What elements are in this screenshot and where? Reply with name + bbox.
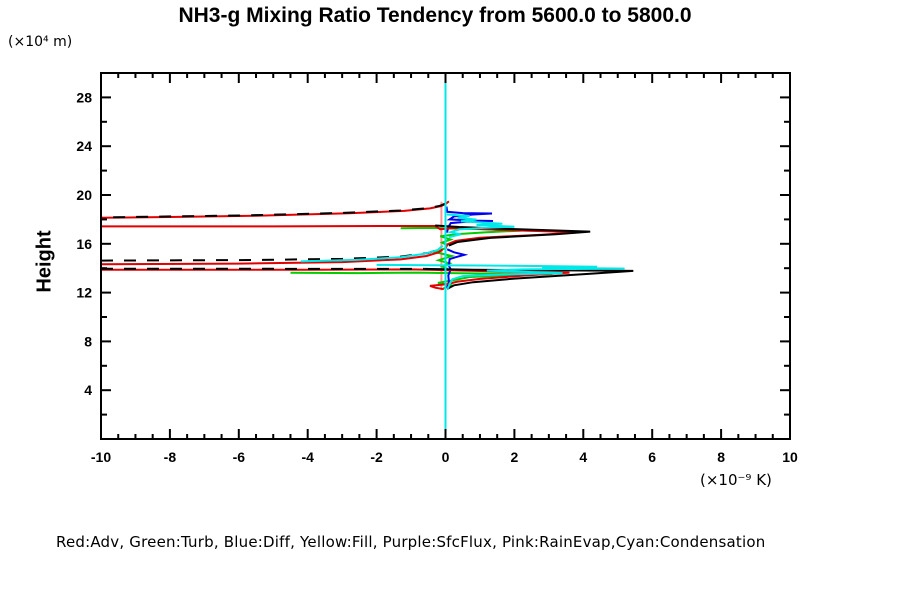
series-line-condensation — [446, 213, 515, 239]
x-tick-label: -10 — [91, 449, 111, 465]
x-tick-label: 6 — [648, 449, 656, 465]
series-line-total — [435, 224, 591, 247]
legend-text: Red:Adv, Green:Turb, Blue:Diff, Yellow:F… — [56, 533, 766, 551]
series-line-total — [100, 202, 447, 219]
y-tick-label: 12 — [76, 285, 92, 301]
page-title: NH3-g Mixing Ratio Tendency from 5600.0 … — [178, 4, 692, 27]
x-tick-label: -4 — [301, 449, 314, 465]
x-axis-unit-label: (×10⁻⁹ K) — [700, 471, 772, 489]
x-tick-label: 2 — [511, 449, 519, 465]
x-tick-label: -8 — [164, 449, 177, 465]
y-tick-label: 28 — [76, 89, 92, 105]
y-tick-label: 4 — [84, 382, 92, 398]
y-tick-label: 16 — [76, 236, 92, 252]
y-axis-unit-label: (×10⁴ m) — [8, 34, 73, 50]
x-tick-label: -2 — [370, 449, 383, 465]
y-tick-label: 8 — [84, 333, 92, 349]
series-line-adv — [101, 225, 580, 250]
series-line-diff — [445, 248, 469, 289]
series-line-adv — [100, 248, 444, 266]
x-tick-label: 4 — [579, 449, 587, 465]
y-tick-label: 24 — [76, 138, 92, 154]
series-line-diff — [445, 206, 494, 234]
series-line-condensation — [300, 244, 444, 263]
x-tick-label: 0 — [442, 449, 450, 465]
series-line-condensation — [376, 263, 625, 290]
x-tick-label: 8 — [717, 449, 725, 465]
x-tick-label: 10 — [782, 449, 798, 465]
y-tick-label: 20 — [76, 187, 92, 203]
x-tick-label: -6 — [233, 449, 246, 465]
